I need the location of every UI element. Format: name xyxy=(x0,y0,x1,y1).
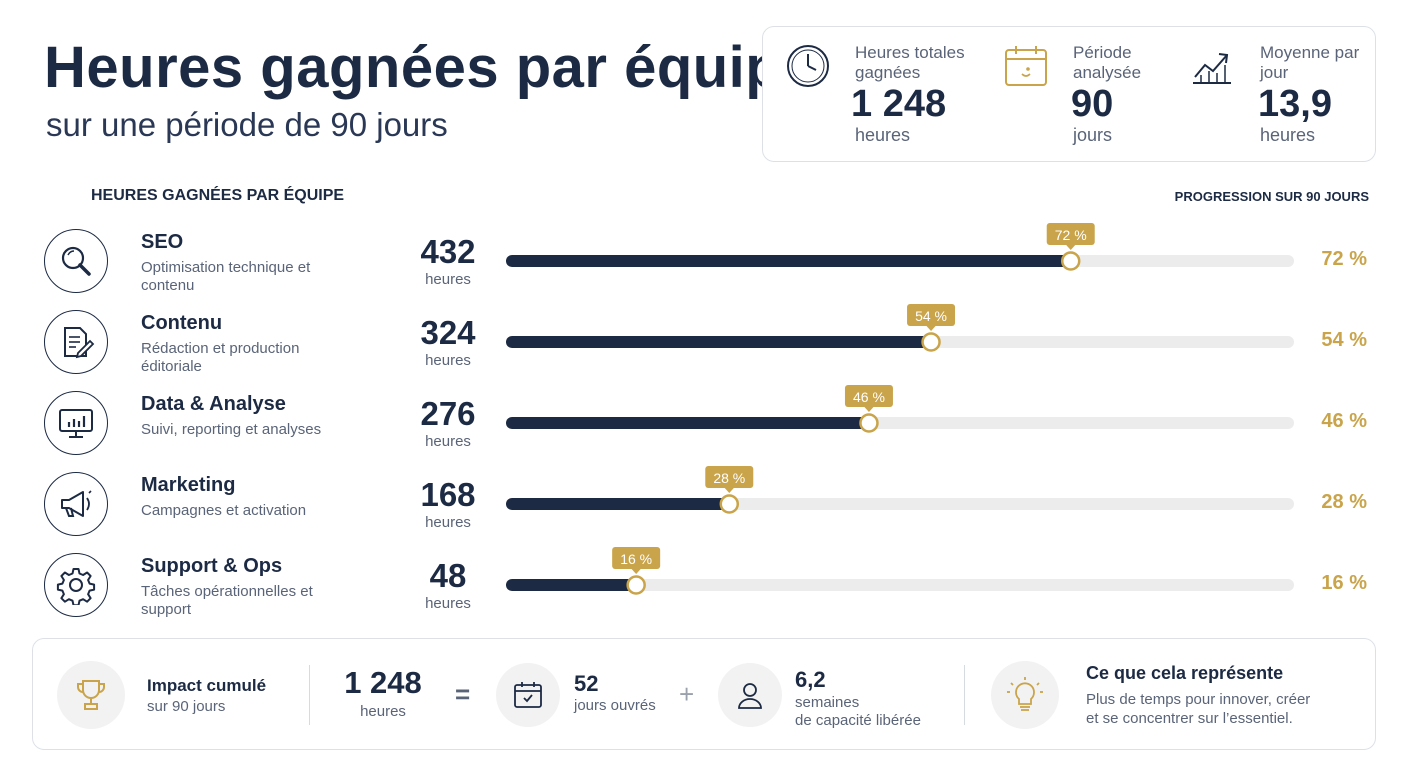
kpi-unit: heures xyxy=(1260,125,1316,145)
team-hours-unit: heures xyxy=(425,352,471,369)
calendar-icon xyxy=(1005,46,1047,86)
progress-tag-label: 54 % xyxy=(915,308,947,324)
progress-tag-label: 28 % xyxy=(713,470,745,486)
total-hours-unit: heures xyxy=(360,703,406,720)
team-hours: 276 xyxy=(420,395,476,432)
impact-subtitle: sur 90 jours xyxy=(147,698,226,715)
section-title-teams: HEURES GAGNÉES PAR ÉQUIPE xyxy=(91,187,345,204)
person-icon xyxy=(718,663,782,727)
team-description: Campagnes et activation xyxy=(141,502,307,519)
team-description: Suivi, reporting et analyses xyxy=(141,421,322,438)
kpi-unit: jours xyxy=(1073,125,1113,145)
kpi-period: Période analysée 90 jours xyxy=(983,27,1173,163)
team-percentage: 16 % xyxy=(1321,572,1367,594)
search-icon xyxy=(44,229,108,293)
team-row: Support & Ops Tâches opérationnelles et … xyxy=(0,553,1408,633)
weeks-label-capacity: de capacité libérée xyxy=(795,712,921,729)
kpi-label: Heures totales gagnées xyxy=(855,43,965,82)
progress-tag-pointer xyxy=(724,487,735,493)
kpi-unit: heures xyxy=(855,125,911,145)
progress-handle xyxy=(1060,251,1081,271)
progress-tag-label: 46 % xyxy=(853,389,885,405)
page-title: Heures gagnées par équipe xyxy=(44,35,814,100)
progress-handle xyxy=(921,332,941,352)
team-hours-unit: heures xyxy=(425,595,471,612)
progress-tag-pointer xyxy=(1065,244,1076,250)
progress-tag-label: 72 % xyxy=(1055,227,1087,243)
team-row: Data & Analyse Suivi, reporting et analy… xyxy=(0,391,1408,471)
team-hours: 324 xyxy=(420,314,476,351)
progress-bar-chart: 72 % 54 % 46 % 28 % 16 % xyxy=(506,223,1294,595)
progress-tag xyxy=(612,547,661,569)
team-description: Optimisation technique et contenu xyxy=(141,259,311,294)
team-name: Marketing xyxy=(141,474,236,496)
progress-handle xyxy=(719,494,740,514)
team-row: Contenu Rédaction et production éditoria… xyxy=(0,310,1408,390)
page-subtitle: sur une période de 90 jours xyxy=(46,106,448,143)
team-name: SEO xyxy=(141,231,184,253)
team-description: Tâches opérationnelles et support xyxy=(141,583,313,618)
monitor-chart-icon xyxy=(44,391,108,455)
progress-handle xyxy=(859,413,879,433)
progress-handle xyxy=(626,575,646,595)
team-description: Rédaction et production éditoriale xyxy=(141,340,300,375)
team-hours: 432 xyxy=(420,233,476,270)
team-name: Data & Analyse xyxy=(141,393,286,415)
impact-summary-card: Impact cumulé sur 90 jours 1 248 heures … xyxy=(32,638,1376,750)
kpi-value: 90 xyxy=(1071,83,1114,125)
team-hours-unit: heures xyxy=(425,433,471,450)
kpi-total-hours: Heures totales gagnées 1 248 heures xyxy=(763,27,983,163)
plus-sign: + xyxy=(679,679,695,709)
kpi-label: Période analysée xyxy=(1073,43,1142,82)
working-days-label: jours ouvrés xyxy=(574,697,656,714)
kpi-value: 1 248 xyxy=(851,83,947,125)
meaning-title: Ce que cela représente xyxy=(1086,663,1284,683)
team-hours-unit: heures xyxy=(425,514,471,531)
team-percentage: 54 % xyxy=(1321,329,1367,351)
meaning-line: et se concentrer sur l’essentiel. xyxy=(1086,710,1293,727)
clock-icon xyxy=(787,45,829,87)
section-title-progress: PROGRESSION SUR 90 JOURS xyxy=(1174,189,1369,204)
weeks-value: 6,2 xyxy=(795,667,826,692)
team-name: Contenu xyxy=(141,312,223,334)
progress-tag xyxy=(1046,223,1095,245)
working-days-value: 52 xyxy=(574,671,599,696)
progress-tag-pointer xyxy=(926,325,937,331)
progress-tag xyxy=(844,385,893,407)
team-percentage: 28 % xyxy=(1321,491,1367,513)
progress-tag xyxy=(705,466,754,488)
equals-sign: = xyxy=(455,679,471,709)
team-hours: 48 xyxy=(429,557,467,594)
trophy-icon xyxy=(57,661,125,729)
kpi-value: 13,9 xyxy=(1258,83,1332,125)
kpi-average: Moyenne par jour 13,9 heures xyxy=(1173,27,1377,163)
weeks-label: semaines xyxy=(795,694,860,711)
document-edit-icon xyxy=(44,310,108,374)
impact-title: Impact cumulé xyxy=(147,676,267,695)
team-row: SEO Optimisation technique et contenu 43… xyxy=(0,229,1408,309)
team-hours: 168 xyxy=(420,476,476,513)
lightbulb-icon xyxy=(991,661,1059,729)
total-hours-value: 1 248 xyxy=(344,665,422,700)
progress-tag xyxy=(907,304,956,326)
gear-icon xyxy=(44,553,108,617)
progress-tag-pointer xyxy=(631,568,642,574)
kpi-label: Moyenne par jour xyxy=(1260,43,1360,82)
team-hours-unit: heures xyxy=(425,271,471,288)
kpi-card: Heures totales gagnées 1 248 heures Péri… xyxy=(762,26,1376,162)
progress-tag-pointer xyxy=(863,406,874,412)
megaphone-icon xyxy=(44,472,108,536)
team-name: Support & Ops xyxy=(141,555,283,577)
team-row: Marketing Campagnes et activation 168 he… xyxy=(0,472,1408,552)
meaning-line: Plus de temps pour innover, créer xyxy=(1086,691,1311,708)
progress-tag-label: 16 % xyxy=(620,551,652,567)
divider xyxy=(309,665,310,725)
divider xyxy=(964,665,965,725)
trend-up-icon xyxy=(1193,53,1231,84)
calendar-icon xyxy=(496,663,560,727)
team-percentage: 46 % xyxy=(1321,410,1367,432)
team-percentage: 72 % xyxy=(1321,248,1367,270)
